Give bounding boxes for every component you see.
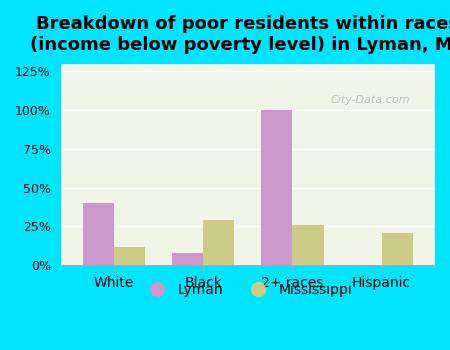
Title: Breakdown of poor residents within races
(income below poverty level) in Lyman, : Breakdown of poor residents within races… (30, 15, 450, 54)
Bar (83, 203, 114, 265)
Bar (114, 246, 145, 265)
Legend: Lyman, Mississippi: Lyman, Mississippi (137, 278, 358, 302)
Bar (292, 225, 324, 265)
Text: City-Data.com: City-Data.com (330, 95, 410, 105)
Bar (382, 233, 413, 265)
Bar (203, 220, 234, 265)
Bar (172, 253, 203, 265)
Bar (261, 110, 292, 265)
